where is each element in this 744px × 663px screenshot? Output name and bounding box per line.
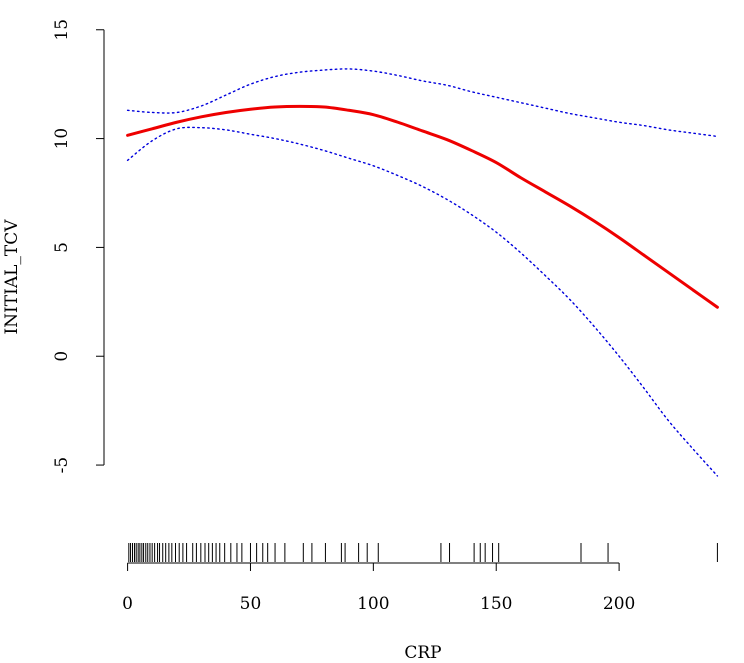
x-tick-label: 200 [603,594,635,614]
rug-plot [128,543,718,562]
y-tick-label: 0 [52,351,72,362]
y-axis-ticks: -5 0 5 10 15 [52,19,104,473]
y-tick-label: 5 [52,242,72,253]
y-axis-title: INITIAL_TCV [2,219,22,335]
x-tick-label: 150 [480,594,512,614]
fitted-curve [126,104,719,309]
y-tick-label: -5 [52,457,72,474]
y-tick-label: 15 [52,19,72,41]
x-axis-title: CRP [404,643,441,663]
x-axis-ticks: 0 50 100 150 200 [122,563,635,614]
y-tick-label: 10 [52,128,72,150]
lower-ci-line [126,126,719,477]
x-tick-label: 0 [122,594,133,614]
x-tick-label: 100 [357,594,389,614]
confidence-bands [126,68,719,477]
fit-line [126,104,719,309]
x-tick-label: 50 [240,594,262,614]
upper-ci-line [126,68,719,138]
